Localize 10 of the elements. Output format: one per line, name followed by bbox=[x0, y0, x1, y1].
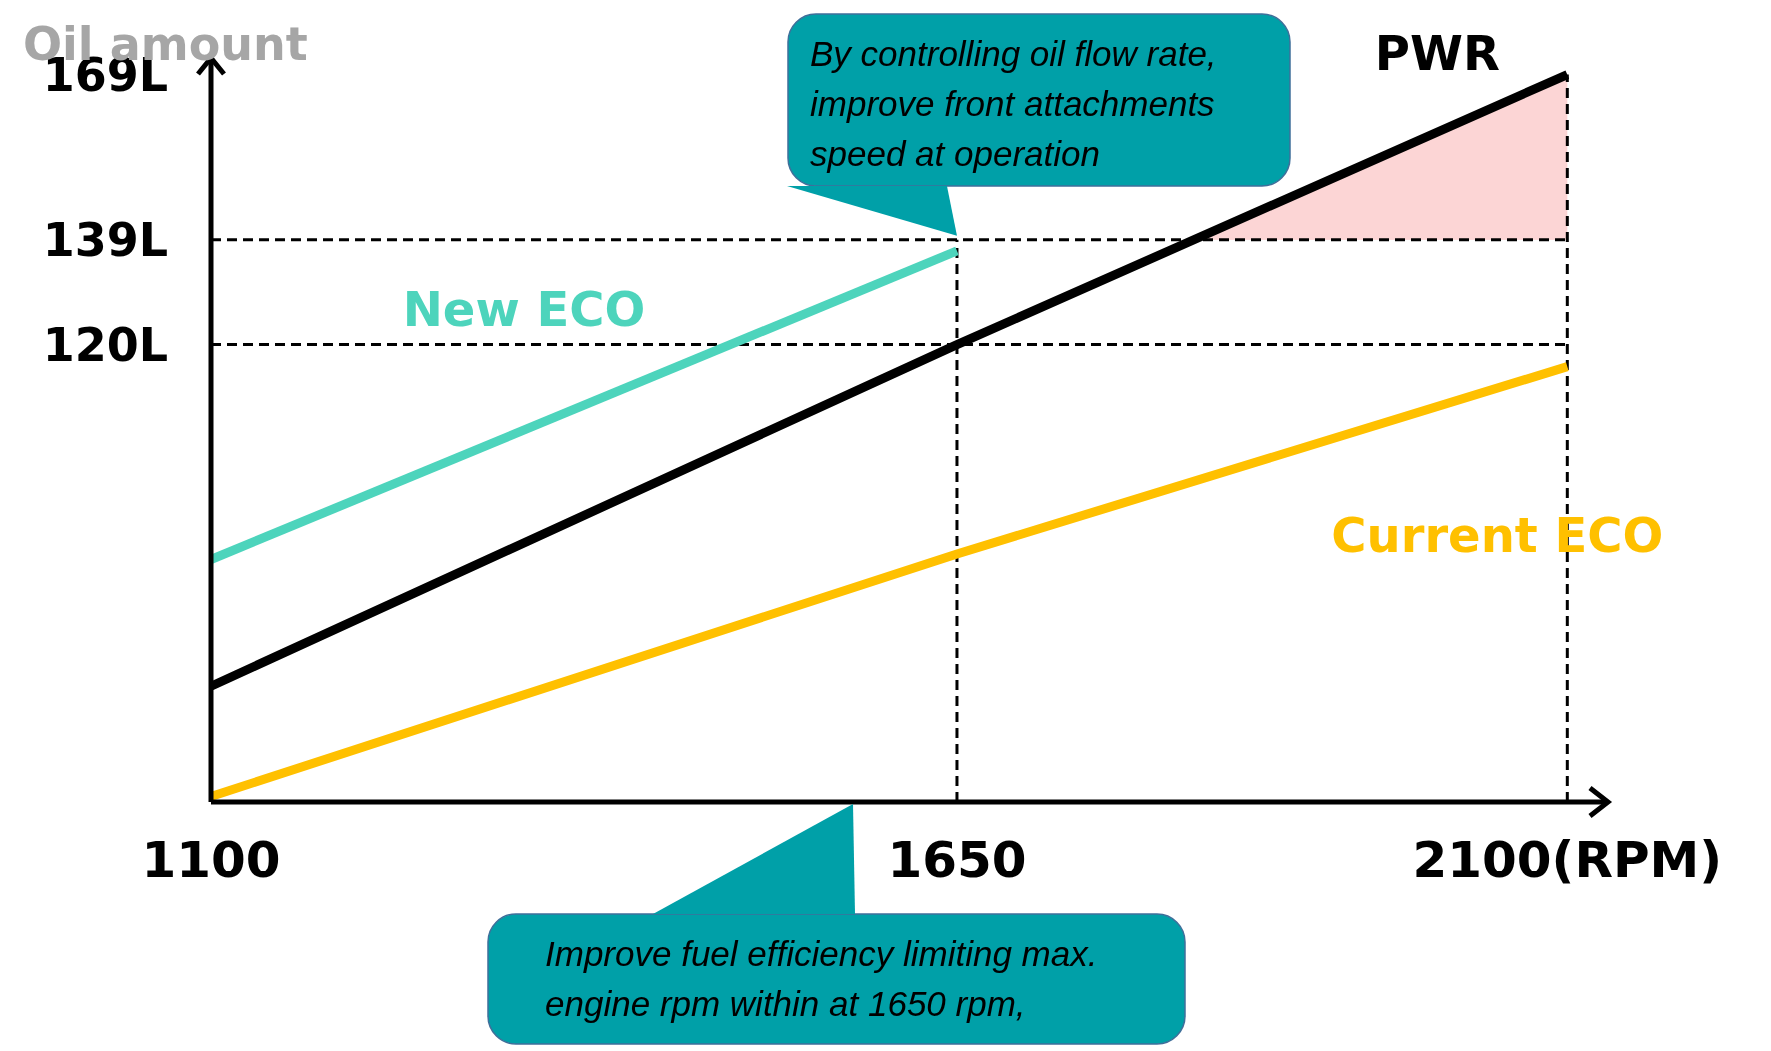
series-label: New ECO bbox=[402, 280, 646, 337]
y-tick-label: 139L bbox=[42, 212, 168, 267]
y-tick-label: 120L bbox=[42, 317, 168, 372]
series-label: Current ECO bbox=[1331, 506, 1664, 563]
x-tick-label: 1100 bbox=[141, 831, 281, 889]
series-label: PWR bbox=[1374, 24, 1500, 81]
x-tick-label: 1650 bbox=[887, 831, 1027, 889]
x-tick-label: 2100(RPM) bbox=[1412, 831, 1723, 889]
annotation: By controlling oil flow rate, improve front attachments speed at operation bbox=[810, 34, 1217, 173]
text: Improve fuel efficiency limiting max. engine rpm within at 1650 rpm, bbox=[545, 934, 1098, 1023]
